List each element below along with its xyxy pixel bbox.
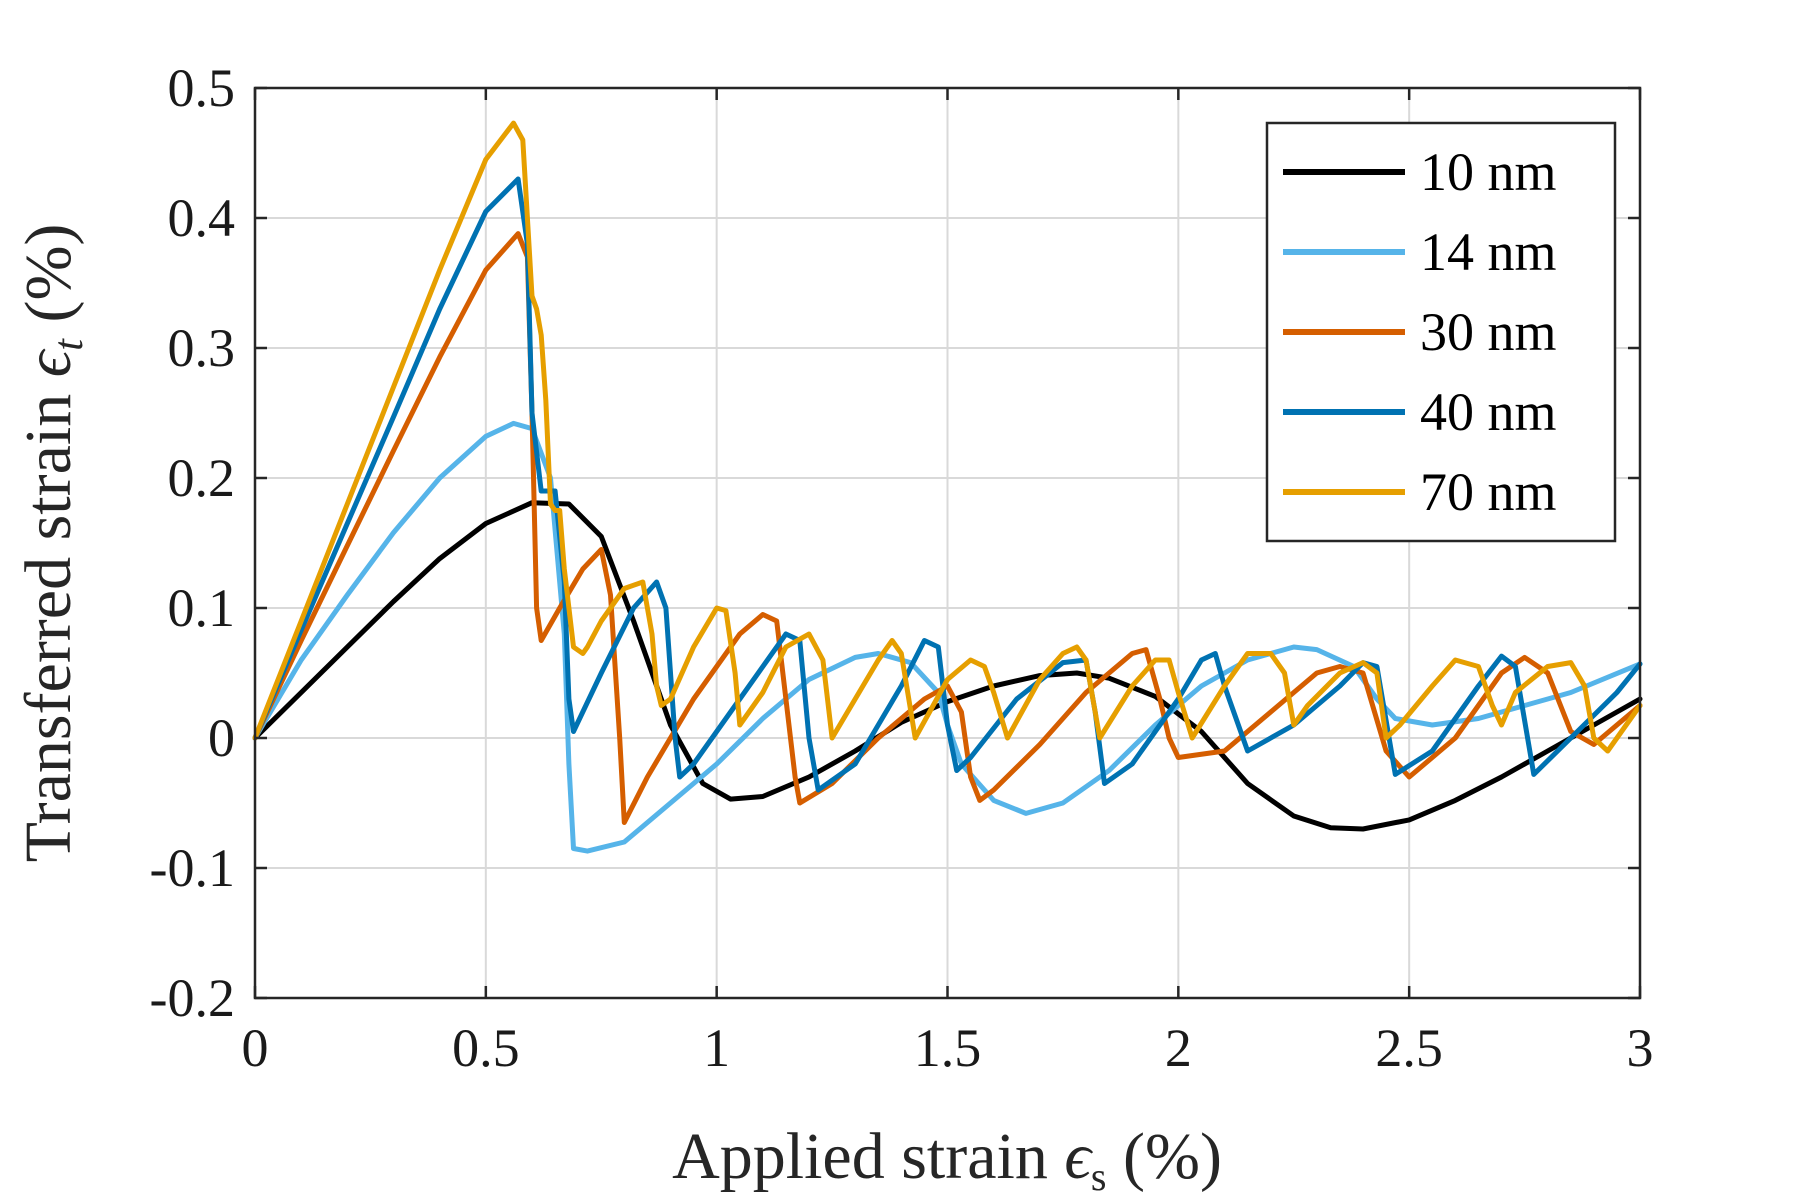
y-tick-label: -0.1: [150, 838, 235, 898]
legend: 10 nm 14 nm 30 nm 40 nm 70 nm: [1265, 121, 1617, 543]
plot-lines: [252, 120, 1643, 854]
series-line-30-nm: [252, 231, 1643, 825]
x-axis-unit: (%): [1107, 1120, 1222, 1193]
y-axis-subscript: t: [46, 338, 92, 351]
legend-label-30-nm: 30 nm: [1420, 302, 1557, 362]
y-axis-title-text: Transferred strain: [12, 377, 85, 862]
x-tick-label: 0.5: [452, 1018, 520, 1078]
x-axis-symbol: ϵ: [1064, 1120, 1093, 1193]
x-tick-label: 2.5: [1375, 1018, 1443, 1078]
x-tick-label: 3: [1627, 1018, 1654, 1078]
y-tick-label: 0.4: [168, 188, 236, 248]
series-line-70-nm: [252, 120, 1643, 754]
y-tick-label: 0.5: [168, 58, 236, 118]
legend-entries: 10 nm 14 nm 30 nm 40 nm 70 nm: [1283, 142, 1557, 522]
x-tick-label: 0: [242, 1018, 269, 1078]
legend-label-14-nm: 14 nm: [1420, 222, 1557, 282]
y-axis-unit: (%): [12, 224, 85, 339]
y-tick-label: -0.2: [150, 968, 235, 1028]
series-line-10-nm: [252, 500, 1643, 832]
x-axis-title-text: Applied strain: [672, 1120, 1064, 1193]
legend-label-10-nm: 10 nm: [1420, 142, 1557, 202]
y-axis-title: Transferred strain ϵt (%): [12, 224, 92, 863]
y-tick-label: 0.3: [168, 318, 236, 378]
y-tick-labels: -0.2 -0.1 0 0.1 0.2 0.3 0.4 0.5: [150, 58, 235, 1028]
axes-box: [253, 86, 1642, 1000]
x-tick-label: 1: [703, 1018, 730, 1078]
legend-label-40-nm: 40 nm: [1420, 382, 1557, 442]
x-axis-subscript: s: [1091, 1154, 1107, 1199]
x-tick-label: 1.5: [914, 1018, 982, 1078]
x-tick-label: 2: [1165, 1018, 1192, 1078]
y-axis-symbol: ϵ: [12, 348, 85, 377]
series-line-40-nm: [252, 176, 1643, 793]
legend-label-70-nm: 70 nm: [1420, 462, 1557, 522]
x-tick-labels: 0 0.5 1 1.5 2 2.5 3: [242, 1018, 1654, 1078]
x-axis-title: Applied strain ϵs (%): [672, 1120, 1222, 1199]
y-tick-label: 0.1: [168, 578, 236, 638]
y-tick-label: 0.2: [168, 448, 236, 508]
y-tick-label: 0: [208, 708, 235, 768]
